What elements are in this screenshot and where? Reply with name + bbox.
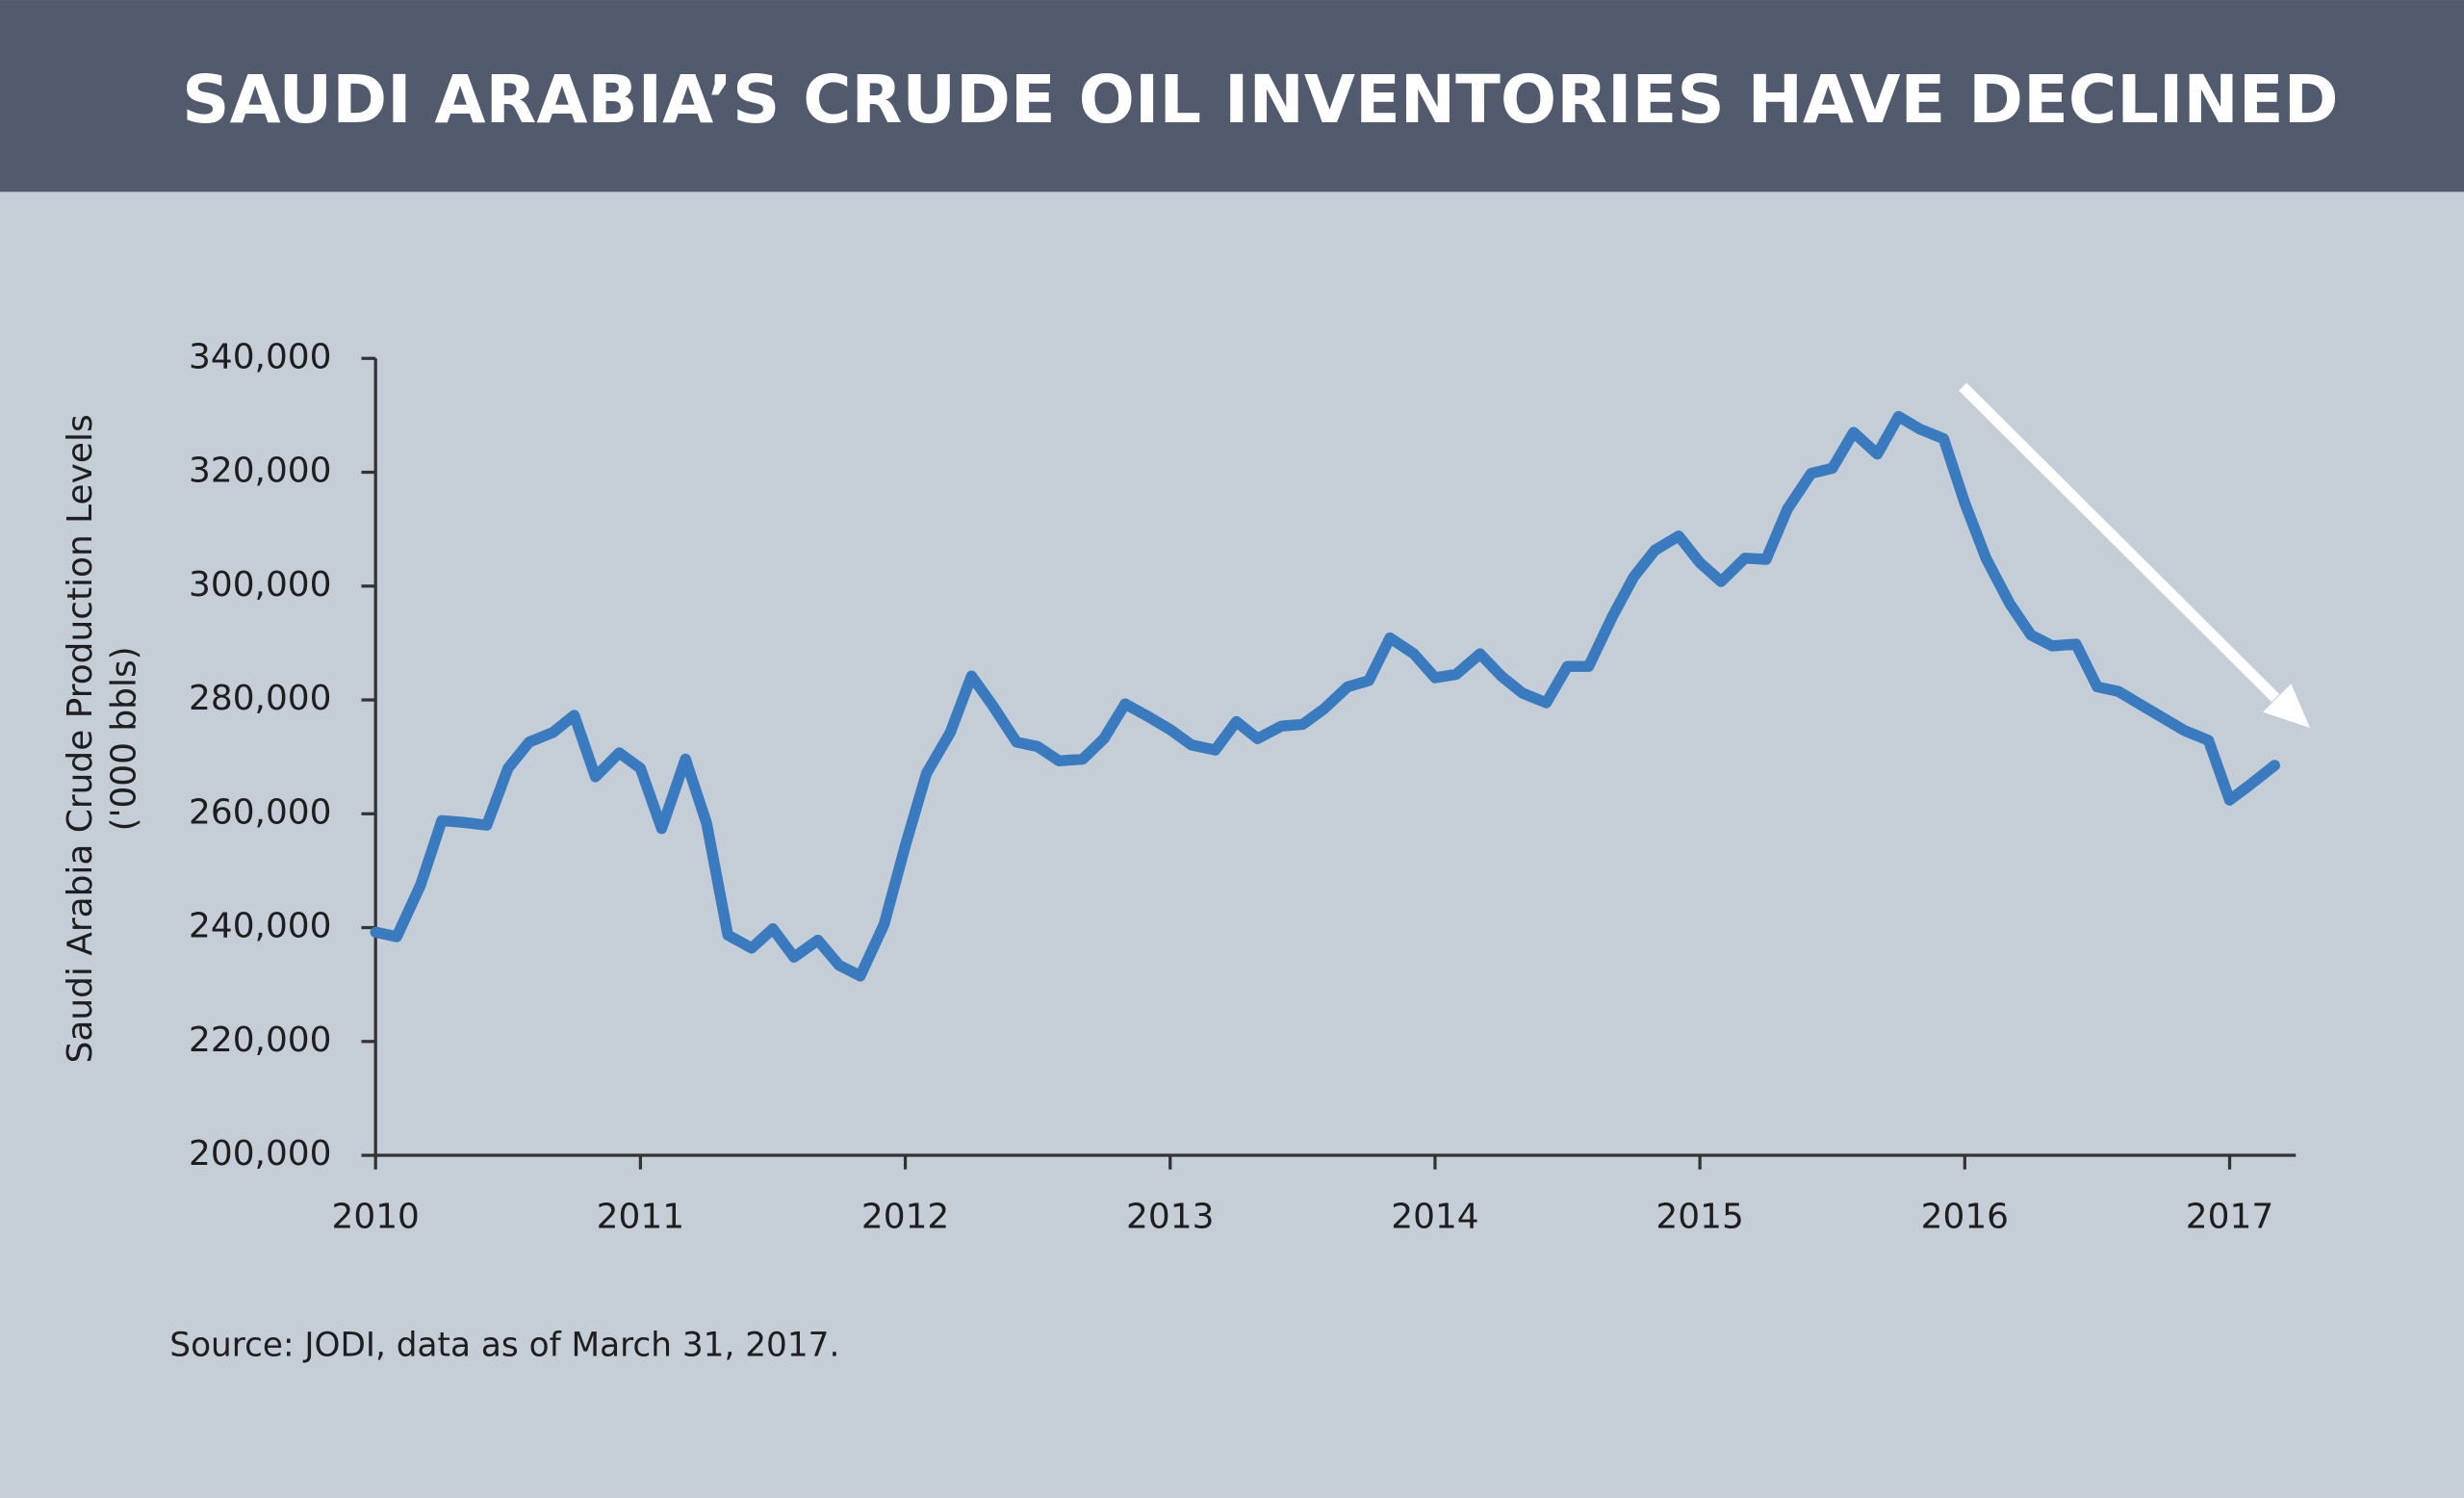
y-axis-title: Saudi Arabia Crude Production Levels xyxy=(61,414,100,1063)
x-tick-label: 2016 xyxy=(1921,1197,2009,1236)
source-note: Source: JODI, data as of March 31, 2017. xyxy=(169,1327,839,1365)
y-axis-title: ('000 bbls) xyxy=(105,646,144,831)
x-tick-label: 2011 xyxy=(597,1197,684,1236)
arrow-shaft xyxy=(1959,382,2280,702)
x-tick-label: 2015 xyxy=(1656,1197,1743,1236)
trend-arrow xyxy=(1959,382,2310,728)
x-tick-label: 2012 xyxy=(861,1197,949,1236)
y-tick-label: 300,000 xyxy=(189,565,331,605)
y-tick-label: 220,000 xyxy=(189,1020,331,1060)
x-tick-label: 2010 xyxy=(332,1197,420,1236)
arrow-head xyxy=(2263,684,2310,728)
chart-title: SAUDI ARABIA’S CRUDE OIL INVENTORIES HAV… xyxy=(182,62,2338,139)
y-tick-label: 340,000 xyxy=(189,337,331,376)
header xyxy=(0,0,2464,193)
y-tick-label: 200,000 xyxy=(189,1134,331,1174)
y-tick-label: 260,000 xyxy=(189,792,331,832)
y-tick-label: 240,000 xyxy=(189,907,331,946)
x-tick-label: 2017 xyxy=(2186,1197,2273,1236)
x-tick-label: 2013 xyxy=(1126,1197,1214,1236)
data-line xyxy=(370,410,2281,982)
y-tick-label: 280,000 xyxy=(189,679,331,718)
y-tick-label: 320,000 xyxy=(189,452,331,491)
x-tick-label: 2014 xyxy=(1391,1197,1478,1236)
